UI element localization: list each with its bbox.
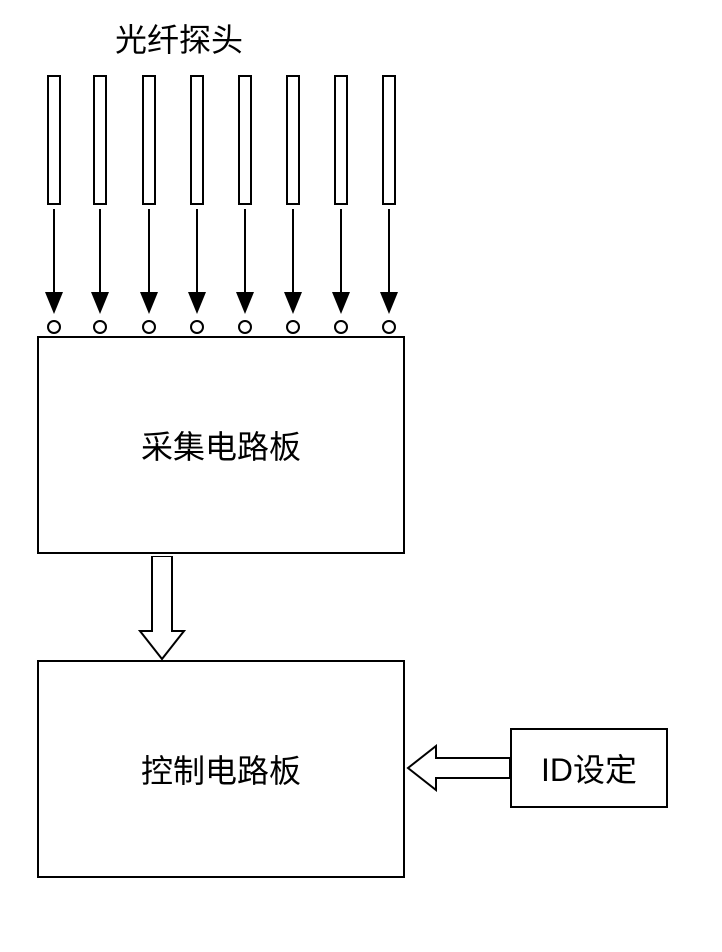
acquisition-board-box: 采集电路板 <box>37 336 405 554</box>
arrow-4-head <box>188 292 206 314</box>
arrow-1-head <box>45 292 63 314</box>
fiber-probe-2 <box>93 75 107 205</box>
arrow-2-head <box>91 292 109 314</box>
connector-3 <box>142 320 156 334</box>
acquisition-board-label: 采集电路板 <box>141 422 301 468</box>
arrow-8-head <box>380 292 398 314</box>
id-setting-box: ID设定 <box>510 728 668 808</box>
connector-1 <box>47 320 61 334</box>
control-board-box: 控制电路板 <box>37 660 405 878</box>
arrow-7-head <box>332 292 350 314</box>
connector-7 <box>334 320 348 334</box>
control-board-label: 控制电路板 <box>141 746 301 792</box>
fiber-probe-7 <box>334 75 348 205</box>
fiber-probe-3 <box>142 75 156 205</box>
fiber-probe-8 <box>382 75 396 205</box>
arrow-3-head <box>140 292 158 314</box>
fiber-probe-4 <box>190 75 204 205</box>
hollow-arrow-left <box>406 744 512 797</box>
fiber-probe-1 <box>47 75 61 205</box>
arrow-7-shaft <box>340 209 342 294</box>
hollow-arrow-down <box>138 556 186 666</box>
connector-2 <box>93 320 107 334</box>
arrow-6-shaft <box>292 209 294 294</box>
connector-5 <box>238 320 252 334</box>
arrow-5-shaft <box>244 209 246 294</box>
fiber-probe-6 <box>286 75 300 205</box>
arrow-1-shaft <box>53 209 55 294</box>
id-setting-label: ID设定 <box>541 745 637 791</box>
arrow-6-head <box>284 292 302 314</box>
arrow-4-shaft <box>196 209 198 294</box>
arrow-2-shaft <box>99 209 101 294</box>
connector-4 <box>190 320 204 334</box>
arrow-3-shaft <box>148 209 150 294</box>
connector-6 <box>286 320 300 334</box>
arrow-8-shaft <box>388 209 390 294</box>
probe-title: 光纤探头 <box>115 15 243 61</box>
fiber-probe-5 <box>238 75 252 205</box>
connector-8 <box>382 320 396 334</box>
arrow-5-head <box>236 292 254 314</box>
